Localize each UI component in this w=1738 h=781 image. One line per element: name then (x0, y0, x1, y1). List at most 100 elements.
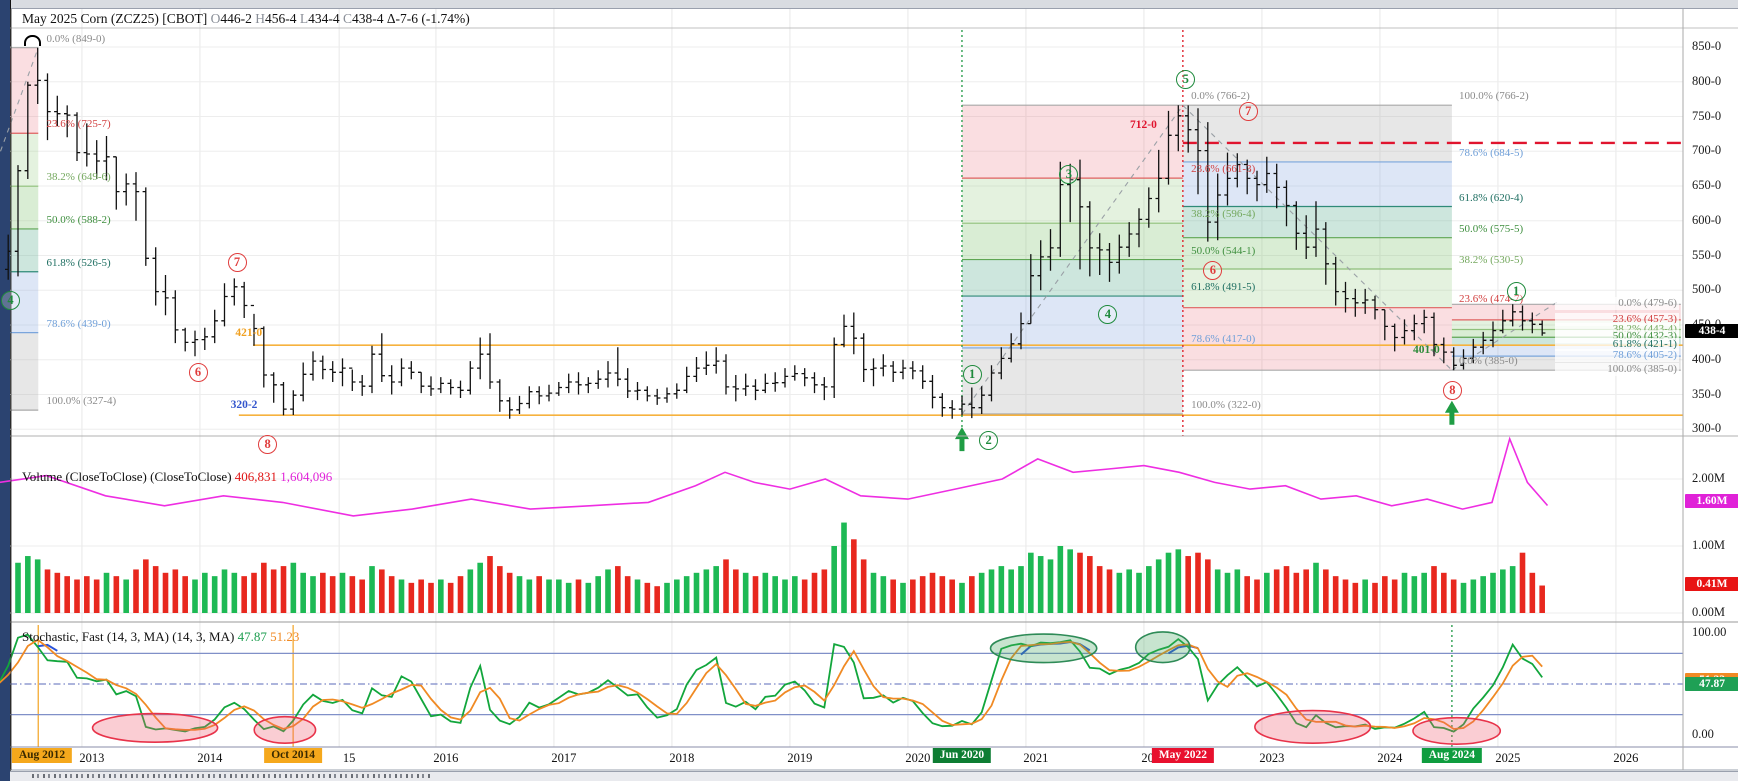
price-axis-label: 550-0 (1692, 247, 1722, 262)
volume-bar (270, 569, 277, 613)
price-tag: 401-0 (1412, 344, 1440, 357)
year-label: 2019 (787, 751, 813, 765)
volume-bar (890, 579, 896, 613)
buy-arrow-icon (1444, 400, 1459, 425)
stochastic-pane-header: Stochastic, Fast (14, 3, MA) (14, 3, MA)… (22, 629, 299, 645)
volume-total-value: 1,604,096 (280, 469, 333, 484)
year-label: 2020 (905, 751, 931, 765)
volume-bar (644, 582, 651, 613)
volume-bar (388, 576, 395, 613)
fib-2020-2022-rally-label: 50.0% (544-1) (1191, 244, 1256, 257)
volume-bar (831, 546, 837, 613)
volume-pane-header: Volume (CloseToClose) (CloseToClose) 406… (22, 469, 332, 485)
volume-bar (969, 576, 975, 613)
fib-2012-decline-label: 0.0% (849-0) (46, 32, 106, 45)
fib-2024-2025-rally-label: 0.0% (479-6) (1554, 297, 1679, 311)
fib-2022-2024-decline-label: 38.2% (530-5) (1458, 253, 1524, 266)
volume-bar (1136, 572, 1142, 613)
price-tag: 320-2 (230, 399, 258, 412)
volume-bar (359, 579, 365, 613)
fib-2020-2022-rally-zone (961, 259, 1183, 297)
volume-bar (949, 579, 955, 613)
volume-bar (369, 566, 375, 613)
volume-bar (1372, 582, 1378, 613)
volume-bar (202, 572, 208, 613)
fib-2012-decline-label: 61.8% (526-5) (46, 256, 111, 269)
volume-bar (910, 579, 916, 613)
volume-bar (959, 582, 965, 613)
high-label: H (255, 11, 265, 26)
volume-bar (1352, 582, 1359, 613)
trend-dashed-line (961, 105, 1184, 415)
volume-total-line (0, 436, 1549, 517)
price-axis-label: 400-0 (1692, 351, 1722, 366)
stoch-axis-label: 100.00 (1692, 625, 1727, 639)
volume-bar (379, 569, 385, 613)
volume-bar (801, 579, 808, 613)
trend-dashed-line (1182, 104, 1453, 371)
fib-2020-2022-rally-zone (961, 296, 1183, 348)
fib-2012-decline-zone (10, 133, 39, 187)
volume-bar (152, 566, 159, 613)
stoch-d-line (0, 638, 1543, 731)
volume-bar (477, 562, 483, 613)
oversold-ellipse (91, 712, 219, 743)
price-tag: 421-0 (235, 327, 263, 340)
volume-bar (1096, 566, 1103, 613)
volume-bar (1283, 566, 1290, 613)
volume-bar (782, 579, 788, 613)
volume-bar (506, 572, 513, 613)
volume-bar (1460, 582, 1467, 613)
fib-2024-2025-rally-label: 61.8% (421-1) (1554, 338, 1679, 352)
volume-bar (792, 576, 798, 613)
fib-2020-2022-rally-zone (961, 347, 1183, 414)
volume-bar (1047, 559, 1054, 613)
clipped-wave-marker (24, 35, 41, 46)
fib-2012-decline-label: 23.6% (725-7) (46, 118, 111, 131)
price-axis-label: 850-0 (1692, 39, 1722, 53)
fib-2022-2024-decline-label: 100.0% (766-2) (1458, 90, 1529, 103)
price-axis-label: 300-0 (1692, 421, 1722, 436)
fib-2022-2024-decline-label: 50.0% (575-5) (1458, 222, 1524, 235)
year-label: 2018 (669, 751, 695, 765)
volume-bar (1126, 569, 1132, 613)
symbol-title: May 2025 Corn (ZCZ25) [CBOT] (22, 11, 208, 26)
volume-bar (1087, 556, 1093, 613)
volume-bar (1362, 579, 1368, 613)
volume-bar (634, 579, 641, 613)
fib-2020-2022-rally-zone (961, 223, 1183, 260)
volume-bar (1411, 576, 1418, 613)
volume-bar (339, 572, 346, 613)
volume-axis-label: 0.00M (1692, 605, 1725, 619)
time-event-badge: May 2022 (1151, 748, 1214, 763)
wave-marker-8: 8 (1442, 380, 1462, 400)
volume-bar (54, 572, 61, 613)
volume-bar (487, 556, 493, 613)
volume-bar (398, 579, 405, 613)
price-tag: 712-0 (1130, 118, 1157, 131)
volume-bar (74, 579, 80, 613)
volume-bar (1539, 585, 1545, 613)
trend-dashed-line (1451, 299, 1561, 371)
volume-bar (182, 576, 188, 613)
volume-bar (526, 579, 533, 613)
volume-bar (290, 562, 297, 613)
fib-2012-decline-label: 78.6% (439-0) (46, 317, 111, 330)
fib-2022-2024-decline-zone (1182, 307, 1452, 371)
volume-bar (1293, 572, 1300, 613)
volume-bar (762, 572, 769, 613)
overbought-ellipse (1134, 631, 1191, 664)
time-event-badge: Jun 2020 (932, 748, 992, 763)
volume-bar (418, 579, 424, 613)
volume-bar (211, 576, 218, 613)
fib-2012-decline-zone (10, 47, 39, 134)
volume-bar (1106, 569, 1113, 613)
year-label: 2023 (1259, 751, 1285, 765)
volume-bar (900, 582, 906, 613)
volume-bar (674, 579, 680, 613)
volume-bar (1205, 559, 1211, 613)
volume-bar (1008, 569, 1014, 613)
volume-bar (1018, 566, 1024, 613)
